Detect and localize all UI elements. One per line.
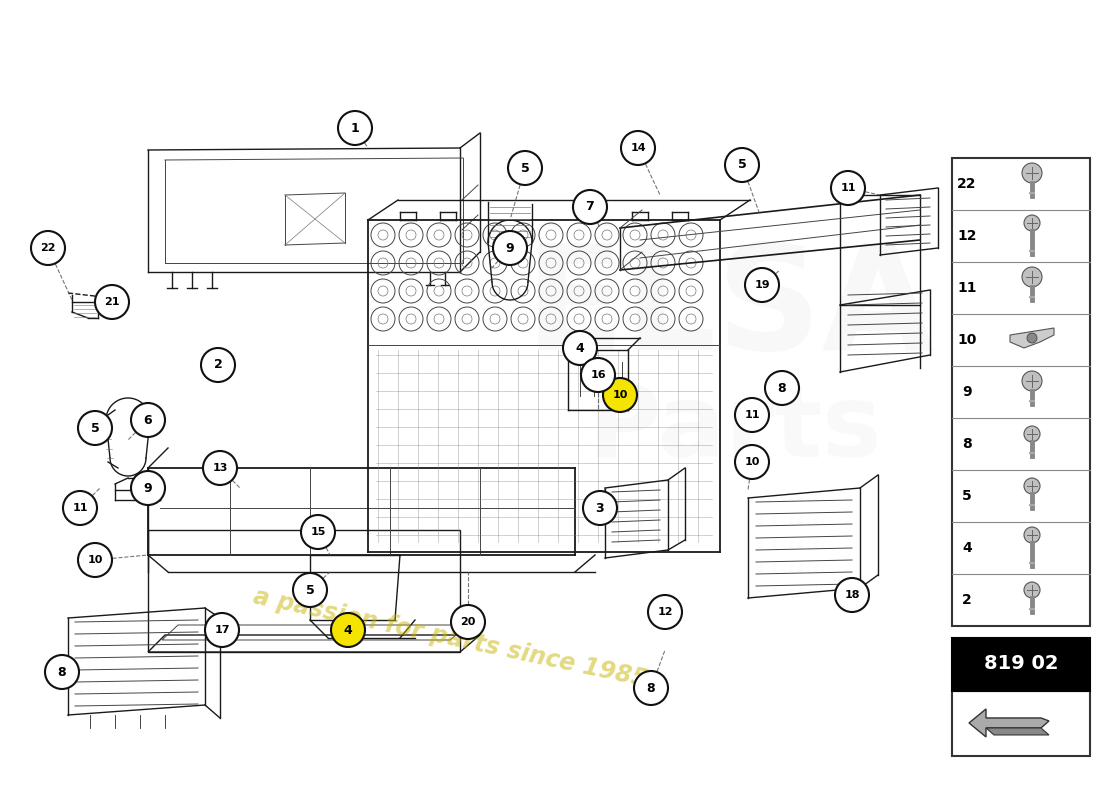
Text: a passion for parts since 1985: a passion for parts since 1985 bbox=[251, 584, 649, 692]
Text: 4: 4 bbox=[343, 623, 352, 637]
Text: 5: 5 bbox=[962, 489, 972, 503]
Text: 1: 1 bbox=[351, 122, 360, 134]
Text: 11: 11 bbox=[73, 503, 88, 513]
Circle shape bbox=[301, 515, 336, 549]
Text: Parts: Parts bbox=[587, 382, 882, 478]
Circle shape bbox=[493, 231, 527, 265]
Circle shape bbox=[745, 268, 779, 302]
Text: 8: 8 bbox=[57, 666, 66, 678]
Circle shape bbox=[1024, 582, 1040, 598]
Text: 3: 3 bbox=[596, 502, 604, 514]
Circle shape bbox=[583, 491, 617, 525]
Text: 4: 4 bbox=[575, 342, 584, 354]
Text: 18: 18 bbox=[845, 590, 860, 600]
Text: 5: 5 bbox=[520, 162, 529, 174]
Text: 8: 8 bbox=[778, 382, 786, 394]
Circle shape bbox=[201, 348, 235, 382]
Text: 20: 20 bbox=[460, 617, 475, 627]
Text: 11: 11 bbox=[957, 281, 977, 295]
Text: 16: 16 bbox=[591, 370, 606, 380]
Circle shape bbox=[78, 411, 112, 445]
Text: 10: 10 bbox=[613, 390, 628, 400]
Text: 11: 11 bbox=[840, 183, 856, 193]
Circle shape bbox=[764, 371, 799, 405]
Circle shape bbox=[735, 398, 769, 432]
Text: 21: 21 bbox=[104, 297, 120, 307]
Circle shape bbox=[603, 378, 637, 412]
Text: 9: 9 bbox=[962, 385, 971, 399]
Circle shape bbox=[1024, 527, 1040, 543]
Text: 4: 4 bbox=[962, 541, 972, 555]
Circle shape bbox=[735, 445, 769, 479]
Circle shape bbox=[131, 403, 165, 437]
Text: 6: 6 bbox=[144, 414, 152, 426]
Circle shape bbox=[1022, 371, 1042, 391]
Text: 10: 10 bbox=[745, 457, 760, 467]
Text: 15: 15 bbox=[310, 527, 326, 537]
Bar bbox=[952, 638, 1090, 691]
Circle shape bbox=[451, 605, 485, 639]
Circle shape bbox=[830, 171, 865, 205]
Text: 19: 19 bbox=[755, 280, 770, 290]
Circle shape bbox=[63, 491, 97, 525]
Text: 8: 8 bbox=[962, 437, 972, 451]
Bar bbox=[952, 158, 1090, 626]
Circle shape bbox=[1027, 333, 1037, 343]
Text: 7: 7 bbox=[585, 201, 594, 214]
Text: 10: 10 bbox=[87, 555, 102, 565]
Circle shape bbox=[835, 578, 869, 612]
Text: 9: 9 bbox=[506, 242, 515, 254]
Text: 5: 5 bbox=[90, 422, 99, 434]
Circle shape bbox=[1022, 163, 1042, 183]
Polygon shape bbox=[986, 728, 1049, 735]
Circle shape bbox=[45, 655, 79, 689]
Circle shape bbox=[78, 543, 112, 577]
Circle shape bbox=[563, 331, 597, 365]
Text: 17: 17 bbox=[214, 625, 230, 635]
Circle shape bbox=[338, 111, 372, 145]
Text: ELSA: ELSA bbox=[525, 239, 935, 381]
Text: 819 02: 819 02 bbox=[983, 654, 1058, 674]
Text: 14: 14 bbox=[630, 143, 646, 153]
Circle shape bbox=[293, 573, 327, 607]
Circle shape bbox=[621, 131, 654, 165]
Circle shape bbox=[725, 148, 759, 182]
Circle shape bbox=[1024, 478, 1040, 494]
Text: 2: 2 bbox=[213, 358, 222, 371]
Circle shape bbox=[648, 595, 682, 629]
Text: 2: 2 bbox=[962, 593, 972, 607]
Text: 8: 8 bbox=[647, 682, 656, 694]
Circle shape bbox=[634, 671, 668, 705]
Circle shape bbox=[581, 358, 615, 392]
Circle shape bbox=[1024, 215, 1040, 231]
Bar bbox=[952, 691, 1090, 756]
Text: 22: 22 bbox=[957, 177, 977, 191]
Circle shape bbox=[508, 151, 542, 185]
Circle shape bbox=[573, 190, 607, 224]
Polygon shape bbox=[969, 709, 1049, 737]
Text: 10: 10 bbox=[957, 333, 977, 347]
Circle shape bbox=[1024, 426, 1040, 442]
Text: 5: 5 bbox=[738, 158, 747, 171]
Text: 9: 9 bbox=[144, 482, 152, 494]
Circle shape bbox=[331, 613, 365, 647]
Text: 12: 12 bbox=[957, 229, 977, 243]
Circle shape bbox=[131, 471, 165, 505]
Circle shape bbox=[204, 451, 236, 485]
Circle shape bbox=[205, 613, 239, 647]
Text: 13: 13 bbox=[212, 463, 228, 473]
Text: 11: 11 bbox=[745, 410, 760, 420]
Circle shape bbox=[31, 231, 65, 265]
Circle shape bbox=[1022, 267, 1042, 287]
Polygon shape bbox=[1010, 328, 1054, 348]
Text: 5: 5 bbox=[306, 583, 315, 597]
Text: 22: 22 bbox=[41, 243, 56, 253]
Text: 12: 12 bbox=[658, 607, 673, 617]
Circle shape bbox=[95, 285, 129, 319]
